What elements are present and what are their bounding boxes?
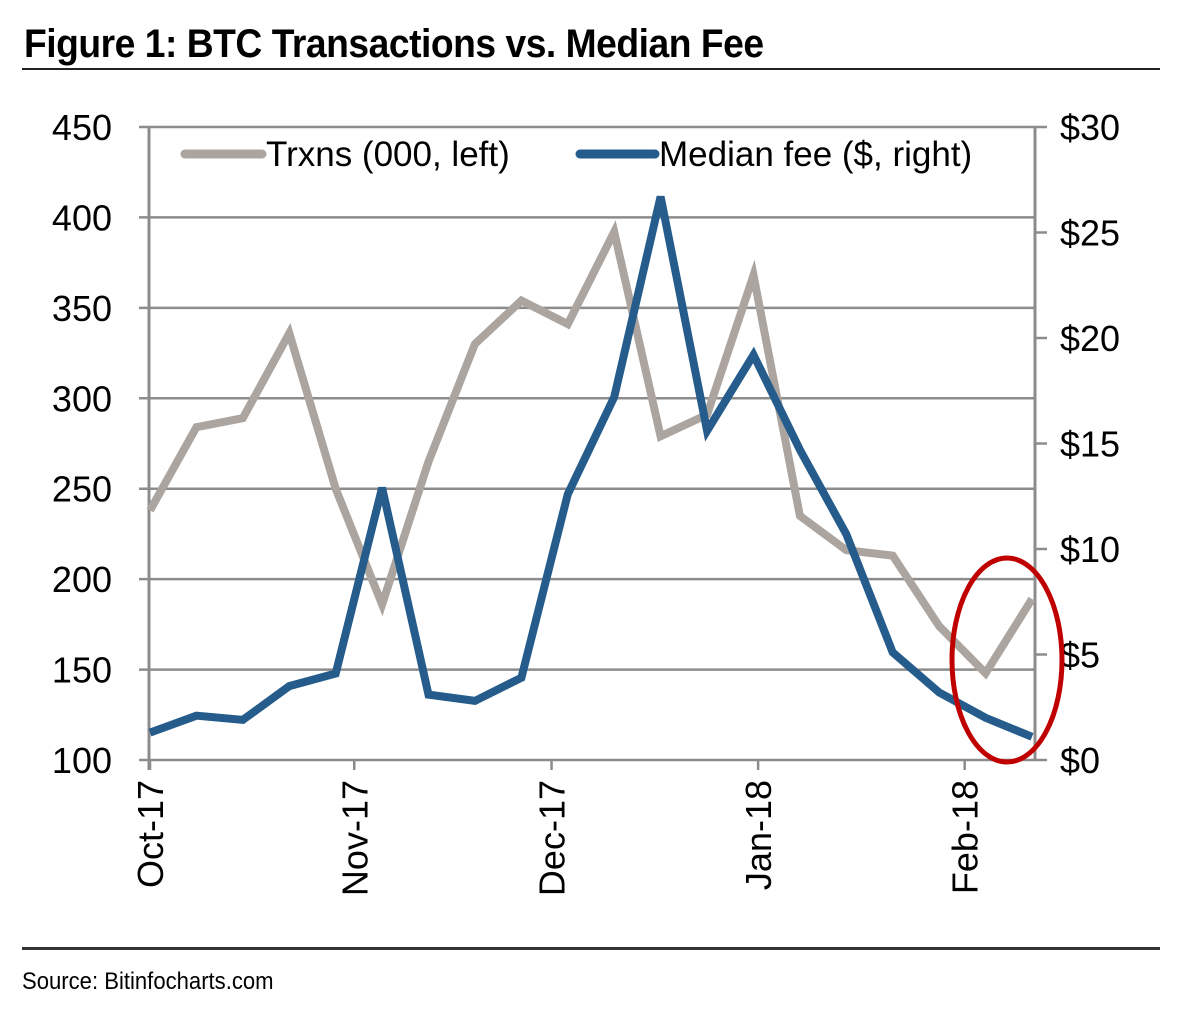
x-tick-label: Dec-17 — [532, 780, 573, 896]
legend-label-fee: Median fee ($, right) — [659, 135, 972, 174]
y2-tick-label: $25 — [1060, 213, 1120, 254]
y-tick-label: 250 — [52, 469, 112, 510]
source-note: Source: Bitinfocharts.com — [22, 968, 274, 995]
grid — [139, 125, 1035, 762]
y2-tick-label: $5 — [1060, 635, 1100, 676]
y-axis-right-labels: $30 $25 $20 $15 $10 $5 $0 — [1060, 107, 1120, 781]
series-line-fee — [148, 195, 1034, 741]
y2-tick-label: $30 — [1060, 107, 1120, 148]
y2-tick-label: $15 — [1060, 424, 1120, 465]
legend: Trxns (000, left) Median fee ($, right) — [180, 135, 972, 174]
x-tick-label: Feb-18 — [945, 780, 986, 894]
legend-label-trxns: Trxns (000, left) — [266, 135, 510, 174]
y2-tick-label: $0 — [1060, 740, 1100, 781]
series-lines — [146, 195, 1036, 741]
y2-tick-label: $20 — [1060, 318, 1120, 359]
footer-rule — [22, 947, 1160, 950]
x-tick-label: Jan-18 — [738, 780, 779, 890]
y-axis-left-labels: 450 400 350 300 250 200 150 100 — [52, 107, 112, 781]
axes — [147, 125, 1047, 770]
y-tick-label: 150 — [52, 650, 112, 691]
x-tick-label: Oct-17 — [130, 780, 171, 888]
y-tick-label: 200 — [52, 559, 112, 600]
highlight-ellipse — [949, 555, 1065, 765]
title-rule — [22, 68, 1160, 70]
y-tick-label: 450 — [52, 107, 112, 148]
y-tick-label: 400 — [52, 197, 112, 238]
series-line-trxns — [146, 220, 1036, 680]
y-tick-label: 100 — [52, 740, 112, 781]
y-tick-label: 350 — [52, 288, 112, 329]
chart: 450 400 350 300 250 200 150 100 $30 $25 $20 $15 $10… — [52, 107, 1120, 896]
chart-title: Figure 1: BTC Transactions vs. Median Fe… — [24, 22, 764, 66]
x-axis-labels: Oct-17 Nov-17 Dec-17 Jan-18 Feb-18 — [130, 780, 986, 896]
y2-tick-label: $10 — [1060, 529, 1120, 570]
x-tick-label: Nov-17 — [334, 780, 375, 896]
y-tick-label: 300 — [52, 378, 112, 419]
